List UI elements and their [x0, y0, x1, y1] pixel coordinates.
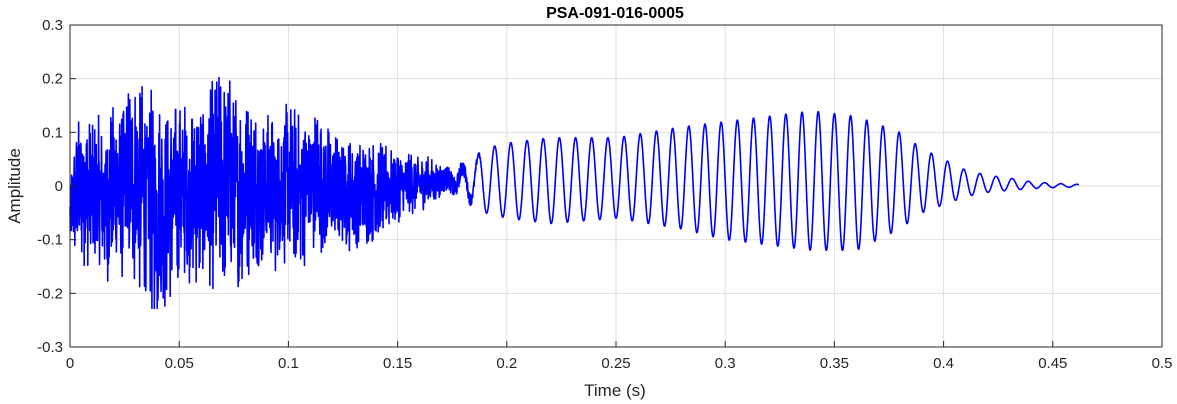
series-line-amplitude	[69, 76, 1080, 310]
x-tick-label: 0.5	[1152, 355, 1173, 372]
y-tick-label: 0.1	[42, 124, 63, 141]
y-tick-label: 0.2	[42, 71, 63, 88]
y-axis-label: Amplitude	[5, 148, 24, 224]
x-tick-label: 0	[66, 355, 74, 372]
y-tick-label: -0.2	[37, 285, 63, 302]
y-tick-label: 0	[55, 178, 63, 195]
x-tick-label: 0.4	[933, 355, 954, 372]
x-tick-label: 0.1	[278, 355, 299, 372]
y-tick-label: -0.1	[37, 232, 63, 249]
signal-series	[69, 76, 1080, 310]
x-tick-label: 0.05	[165, 355, 194, 372]
y-tick-label: 0.3	[42, 17, 63, 34]
y-axis: 0.3 0.2 0.1 0 -0.1 -0.2 -0.3	[37, 17, 76, 356]
x-tick-label: 0.45	[1038, 355, 1067, 372]
x-tick-label: 0.3	[715, 355, 736, 372]
x-tick-label: 0.25	[601, 355, 630, 372]
x-axis: 0 0.05 0.1 0.15 0.2 0.25 0.3 0.35 0.4 0.45 0.5	[66, 341, 1173, 372]
x-axis-label: Time (s)	[584, 381, 646, 400]
x-tick-label: 0.15	[383, 355, 412, 372]
plot-area: 0 0.05 0.1 0.15 0.2 0.25 0.3 0.35 0.4 0.45 0.5 0.3…	[37, 17, 1172, 372]
chart-title: PSA-091-016-0005	[546, 5, 684, 22]
y-tick-label: -0.3	[37, 339, 63, 356]
x-tick-label: 0.35	[820, 355, 849, 372]
x-tick-label: 0.2	[496, 355, 517, 372]
